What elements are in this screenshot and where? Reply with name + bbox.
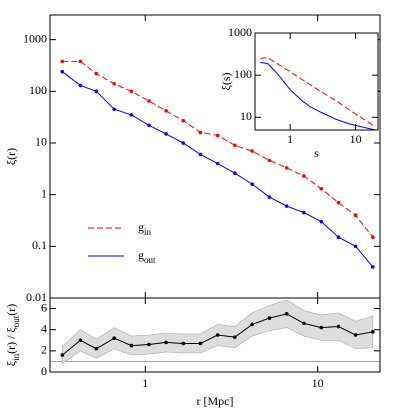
point bbox=[336, 235, 341, 240]
point bbox=[353, 333, 358, 337]
point bbox=[94, 71, 99, 76]
legend-label: gin bbox=[138, 220, 152, 237]
point bbox=[164, 340, 168, 345]
point bbox=[284, 204, 289, 208]
x-axis-label: r [Mpc] bbox=[197, 394, 234, 408]
point bbox=[78, 83, 83, 88]
point bbox=[198, 152, 203, 157]
y-tick-label: 0.01 bbox=[26, 290, 47, 304]
y-tick-label: 1000 bbox=[228, 25, 252, 39]
point bbox=[181, 118, 186, 123]
plot-frame bbox=[254, 32, 379, 131]
x-tick-label: 10 bbox=[312, 376, 324, 390]
y-tick-label: 10 bbox=[35, 135, 47, 149]
point bbox=[336, 324, 341, 329]
y-tick-label: 0 bbox=[41, 364, 47, 378]
y-axis-label: ξ(s) bbox=[219, 72, 233, 90]
y-tick-label: 6 bbox=[41, 300, 47, 314]
point bbox=[250, 182, 254, 186]
subscript: out bbox=[144, 255, 156, 265]
point bbox=[60, 353, 65, 357]
point bbox=[267, 158, 272, 163]
point bbox=[94, 89, 99, 94]
text-part: (r) / ξ bbox=[4, 327, 18, 354]
point bbox=[319, 325, 324, 330]
point bbox=[112, 81, 116, 86]
point bbox=[267, 195, 272, 199]
subscript: in bbox=[144, 227, 152, 237]
point bbox=[129, 343, 134, 348]
y-tick-label: 10 bbox=[240, 109, 252, 123]
point bbox=[112, 107, 116, 112]
error-band bbox=[61, 299, 374, 365]
text-part: (r) bbox=[4, 304, 18, 316]
point bbox=[284, 166, 289, 170]
point bbox=[60, 69, 65, 74]
point bbox=[147, 99, 151, 103]
subscript: out bbox=[11, 315, 21, 327]
point bbox=[181, 141, 186, 145]
point bbox=[302, 174, 306, 178]
point bbox=[233, 143, 237, 148]
point bbox=[198, 341, 203, 346]
y-tick-label: 2 bbox=[41, 343, 47, 357]
point bbox=[371, 235, 375, 240]
point bbox=[129, 113, 134, 117]
point bbox=[181, 341, 186, 346]
point bbox=[198, 130, 203, 135]
point bbox=[215, 161, 220, 166]
point bbox=[233, 335, 237, 339]
x-tick-label: 1 bbox=[287, 132, 293, 146]
y-tick-label: 0.1 bbox=[32, 238, 47, 252]
point bbox=[78, 338, 83, 343]
plot-background bbox=[255, 33, 378, 130]
point bbox=[302, 321, 306, 326]
point bbox=[353, 244, 358, 249]
point bbox=[267, 316, 272, 320]
y-tick-label: 4 bbox=[41, 321, 47, 335]
y-tick-label: 100 bbox=[234, 67, 252, 81]
point bbox=[250, 322, 254, 327]
point bbox=[284, 312, 289, 316]
point bbox=[302, 210, 306, 215]
point bbox=[336, 200, 341, 205]
point bbox=[164, 132, 168, 136]
y-axis-label: ξin(r) / ξout(r) bbox=[4, 304, 21, 367]
plot-frame bbox=[49, 297, 381, 373]
y-tick-label: 100 bbox=[29, 83, 47, 97]
point bbox=[78, 59, 83, 64]
point bbox=[319, 186, 324, 191]
text-part: g bbox=[138, 220, 144, 234]
series-line bbox=[260, 61, 376, 131]
x-tick-label: 1 bbox=[142, 376, 148, 390]
point bbox=[129, 89, 134, 94]
point bbox=[353, 213, 358, 218]
point bbox=[371, 265, 375, 269]
point bbox=[250, 149, 254, 153]
y-tick-label: 1000 bbox=[23, 31, 47, 45]
point bbox=[147, 123, 151, 128]
point bbox=[371, 330, 375, 334]
point bbox=[319, 219, 324, 224]
point bbox=[147, 342, 151, 347]
legend-label: gout bbox=[138, 248, 156, 265]
point bbox=[60, 59, 65, 64]
point bbox=[112, 336, 116, 340]
text-part: g bbox=[138, 248, 144, 262]
point bbox=[94, 346, 99, 351]
point bbox=[233, 171, 237, 176]
x-tick-label: 10 bbox=[350, 132, 362, 146]
subscript: in bbox=[11, 353, 21, 361]
point bbox=[215, 133, 220, 138]
point bbox=[164, 108, 168, 113]
text-part: ξ bbox=[4, 360, 18, 366]
point bbox=[215, 333, 220, 337]
y-tick-label: 1 bbox=[41, 186, 47, 200]
y-axis-label: ξ(r) bbox=[4, 148, 18, 165]
x-axis-label: s bbox=[314, 146, 319, 160]
